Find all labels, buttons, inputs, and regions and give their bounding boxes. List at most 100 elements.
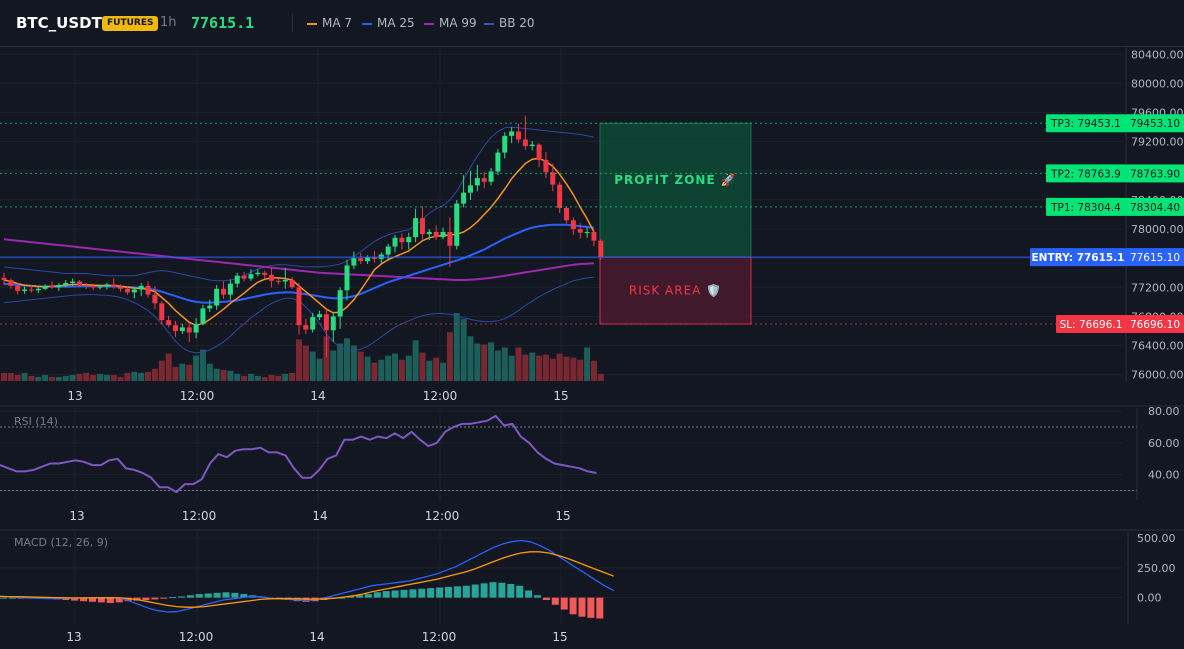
legend-ma25-label: MA 25	[377, 16, 415, 30]
volume-bar	[241, 375, 248, 381]
volume-bar	[179, 363, 186, 381]
macd-x-tick: 12:00	[422, 630, 457, 644]
legend-ma7-label: MA 7	[322, 16, 353, 30]
volume-bar	[522, 354, 529, 381]
legend-ma7[interactable]: MA 7	[307, 0, 352, 46]
volume-bar	[268, 374, 275, 381]
candle-body	[419, 218, 425, 235]
macd-histogram-bar	[186, 595, 194, 598]
volume-bar	[405, 355, 412, 381]
volume-bar	[62, 375, 69, 381]
profit-zone-label: PROFIT ZONE 🚀	[614, 173, 737, 187]
volume-bar	[412, 340, 419, 381]
volume-bar	[158, 360, 165, 381]
price-pane: 80400.0080000.0079600.0079200.0078800.00…	[0, 47, 1184, 407]
tp-tag	[1046, 114, 1126, 133]
candle-body	[255, 272, 261, 275]
price-axis-tick: 77200.00	[1131, 281, 1184, 294]
macd-histogram-bar	[124, 597, 132, 602]
legend-bb20[interactable]: BB 20	[484, 0, 535, 46]
tp-axis-label: 78304.40	[1130, 202, 1180, 214]
volume-bar	[289, 372, 296, 381]
macd-histogram-bar	[498, 582, 506, 598]
macd-histogram-bar	[525, 590, 533, 598]
candle-body	[516, 131, 521, 140]
rsi-x-tick: 15	[555, 509, 570, 523]
macd-histogram-bar	[142, 597, 150, 601]
candle-body	[56, 285, 62, 288]
macd-histogram-bar	[338, 597, 346, 599]
ma25-swatch	[362, 22, 372, 25]
volume-bar	[385, 355, 392, 381]
price-axis-tick: 80400.00	[1131, 48, 1184, 61]
candle-body	[15, 285, 21, 291]
candle-body	[28, 289, 34, 291]
macd-histogram-bar	[222, 592, 230, 598]
header-bar: BTC_USDT FUTURES 1h 77615.1 MA 7 MA 25 M…	[0, 0, 1184, 47]
volume-bar	[110, 374, 117, 381]
candle-body	[97, 286, 103, 288]
macd-histogram-bar	[71, 597, 79, 601]
volume-bar	[481, 344, 488, 381]
price-axis-tick: 76400.00	[1131, 340, 1184, 353]
macd-histogram-bar	[445, 586, 452, 598]
candle-body	[42, 285, 48, 289]
rsi-axis-tick: 80.00	[1148, 405, 1180, 418]
volume-bar	[474, 343, 481, 381]
volume-bar	[151, 368, 158, 381]
candle-body	[214, 288, 220, 306]
timeframe-label[interactable]: 1h	[160, 15, 177, 30]
candle-body	[83, 285, 89, 287]
candle-body	[131, 289, 137, 293]
rsi-axis-tick: 60.00	[1148, 437, 1180, 450]
macd-histogram-bar	[115, 597, 123, 603]
candle-body	[207, 305, 213, 309]
volume-bar	[172, 366, 179, 381]
ma99-line	[3, 238, 595, 281]
rsi-x-tick: 14	[312, 509, 327, 523]
candle-body	[303, 325, 309, 330]
sl-tag-label: SL: 76696.1	[1060, 319, 1123, 331]
entry-tag-label: ENTRY: 77615.1	[1031, 252, 1124, 264]
candle-body	[550, 172, 556, 185]
legend-ma25[interactable]: MA 25	[362, 0, 415, 46]
volume-bar	[254, 375, 261, 381]
price-axis-tick: 80000.00	[1131, 77, 1184, 90]
entry-axis-tag	[1126, 248, 1184, 267]
candle-body	[166, 320, 172, 326]
tp-axis-tag	[1126, 164, 1184, 183]
volume-bar	[488, 342, 495, 381]
candle-body	[22, 289, 28, 291]
candle-body	[433, 231, 439, 238]
candle-body	[454, 203, 460, 246]
candle-body	[186, 327, 192, 333]
legend-ma99-label: MA 99	[439, 16, 477, 30]
macd-pane: 500.00 250.00 0.00 MACD (12, 26, 9) 13 12:00 1…	[0, 531, 1176, 644]
volume-bar	[42, 374, 49, 381]
candle-body	[104, 284, 110, 287]
ma99-swatch	[424, 22, 434, 25]
volume-bar	[206, 363, 213, 381]
sl-axis-label: 76696.10	[1130, 319, 1180, 331]
volume-bar	[69, 374, 76, 381]
candle-body	[138, 285, 144, 290]
volume-bar	[227, 370, 234, 381]
volume-bar	[337, 343, 344, 381]
volume-bar	[460, 319, 467, 381]
volume-bar	[426, 360, 433, 381]
macd-axis-tick: 500.00	[1137, 532, 1176, 545]
macd-histogram-bar	[347, 596, 355, 598]
candle-body	[269, 274, 275, 281]
candle-body	[310, 317, 316, 330]
candle-body	[564, 207, 570, 221]
candle-body	[447, 231, 453, 246]
candle-body	[8, 280, 14, 286]
symbol-label[interactable]: BTC_USDT	[16, 14, 102, 32]
volume-bar	[549, 358, 556, 381]
volume-bar	[577, 359, 584, 381]
candle-body	[145, 285, 151, 295]
legend-ma99[interactable]: MA 99	[424, 0, 477, 46]
candle-body	[529, 144, 535, 147]
macd-histogram-bar	[169, 597, 177, 599]
